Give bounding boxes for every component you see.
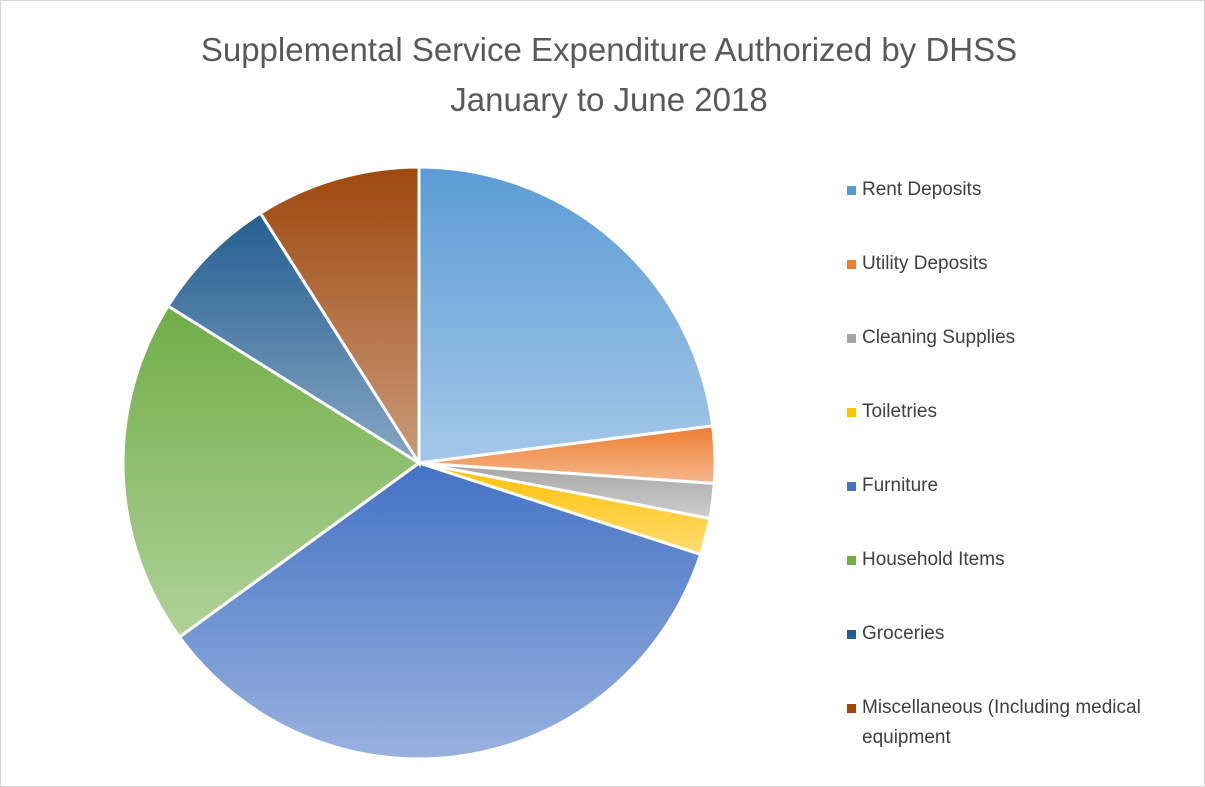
pie-slice [166, 211, 421, 465]
pie-slice [121, 303, 422, 640]
legend-item: Household Items [841, 545, 1191, 619]
legend-item: Furniture [841, 471, 1191, 545]
legend-swatch [847, 334, 856, 343]
chart-subtitle: January to June 2018 [450, 81, 767, 118]
legend: Rent Deposits Utility Deposits Cleaning Su… [841, 175, 1191, 767]
pie-slice [177, 461, 703, 761]
legend-swatch [847, 408, 856, 417]
legend-label: Utility Deposits [862, 253, 988, 274]
pie-slice [417, 165, 715, 465]
legend-swatch [847, 704, 856, 713]
legend-label: Toiletries [862, 401, 937, 422]
legend-item: Toiletries [841, 397, 1191, 471]
legend-item: Groceries [841, 619, 1191, 693]
legend-label: Furniture [862, 475, 939, 496]
legend-item: Rent Deposits [841, 175, 1191, 249]
legend-label: Rent Deposits [862, 179, 982, 200]
chart-title: Supplemental Service Expenditure Authori… [201, 31, 1017, 68]
legend-swatch [847, 630, 856, 639]
legend-swatch [847, 556, 856, 565]
legend-label: Cleaning Supplies [862, 327, 1016, 348]
pie-slice [258, 165, 421, 469]
legend-item: Miscellaneous (Including medical equipme… [841, 693, 1191, 767]
legend-label: Groceries [862, 623, 945, 644]
legend-label: Miscellaneous (Including medical equipme… [862, 697, 1141, 748]
legend-swatch [847, 186, 856, 195]
legend-item: Utility Deposits [841, 249, 1191, 323]
legend-swatch [847, 482, 856, 491]
legend-label: Household Items [862, 549, 1005, 570]
legend-item: Cleaning Supplies [841, 323, 1191, 397]
legend-swatch [847, 260, 856, 269]
